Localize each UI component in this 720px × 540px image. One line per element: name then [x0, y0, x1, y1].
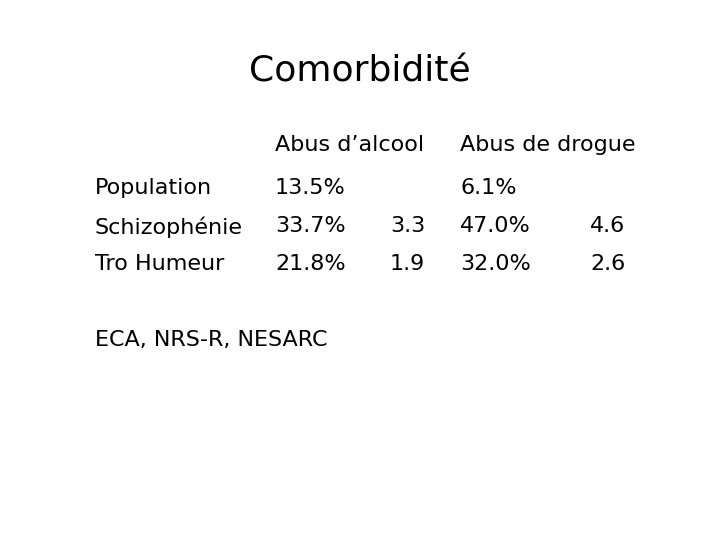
Text: 6.1%: 6.1% [460, 178, 516, 198]
Text: 4.6: 4.6 [590, 216, 625, 236]
Text: Abus d’alcool: Abus d’alcool [275, 135, 424, 155]
Text: Schizophénie: Schizophénie [95, 216, 243, 238]
Text: 21.8%: 21.8% [275, 254, 346, 274]
Text: Tro Humeur: Tro Humeur [95, 254, 225, 274]
Text: 1.9: 1.9 [390, 254, 426, 274]
Text: ECA, NRS-R, NESARC: ECA, NRS-R, NESARC [95, 330, 328, 350]
Text: 2.6: 2.6 [590, 254, 625, 274]
Text: 33.7%: 33.7% [275, 216, 346, 236]
Text: Population: Population [95, 178, 212, 198]
Text: 32.0%: 32.0% [460, 254, 531, 274]
Text: 3.3: 3.3 [390, 216, 426, 236]
Text: Abus de drogue: Abus de drogue [460, 135, 636, 155]
Text: Comorbidité: Comorbidité [249, 55, 471, 89]
Text: 47.0%: 47.0% [460, 216, 531, 236]
Text: 13.5%: 13.5% [275, 178, 346, 198]
